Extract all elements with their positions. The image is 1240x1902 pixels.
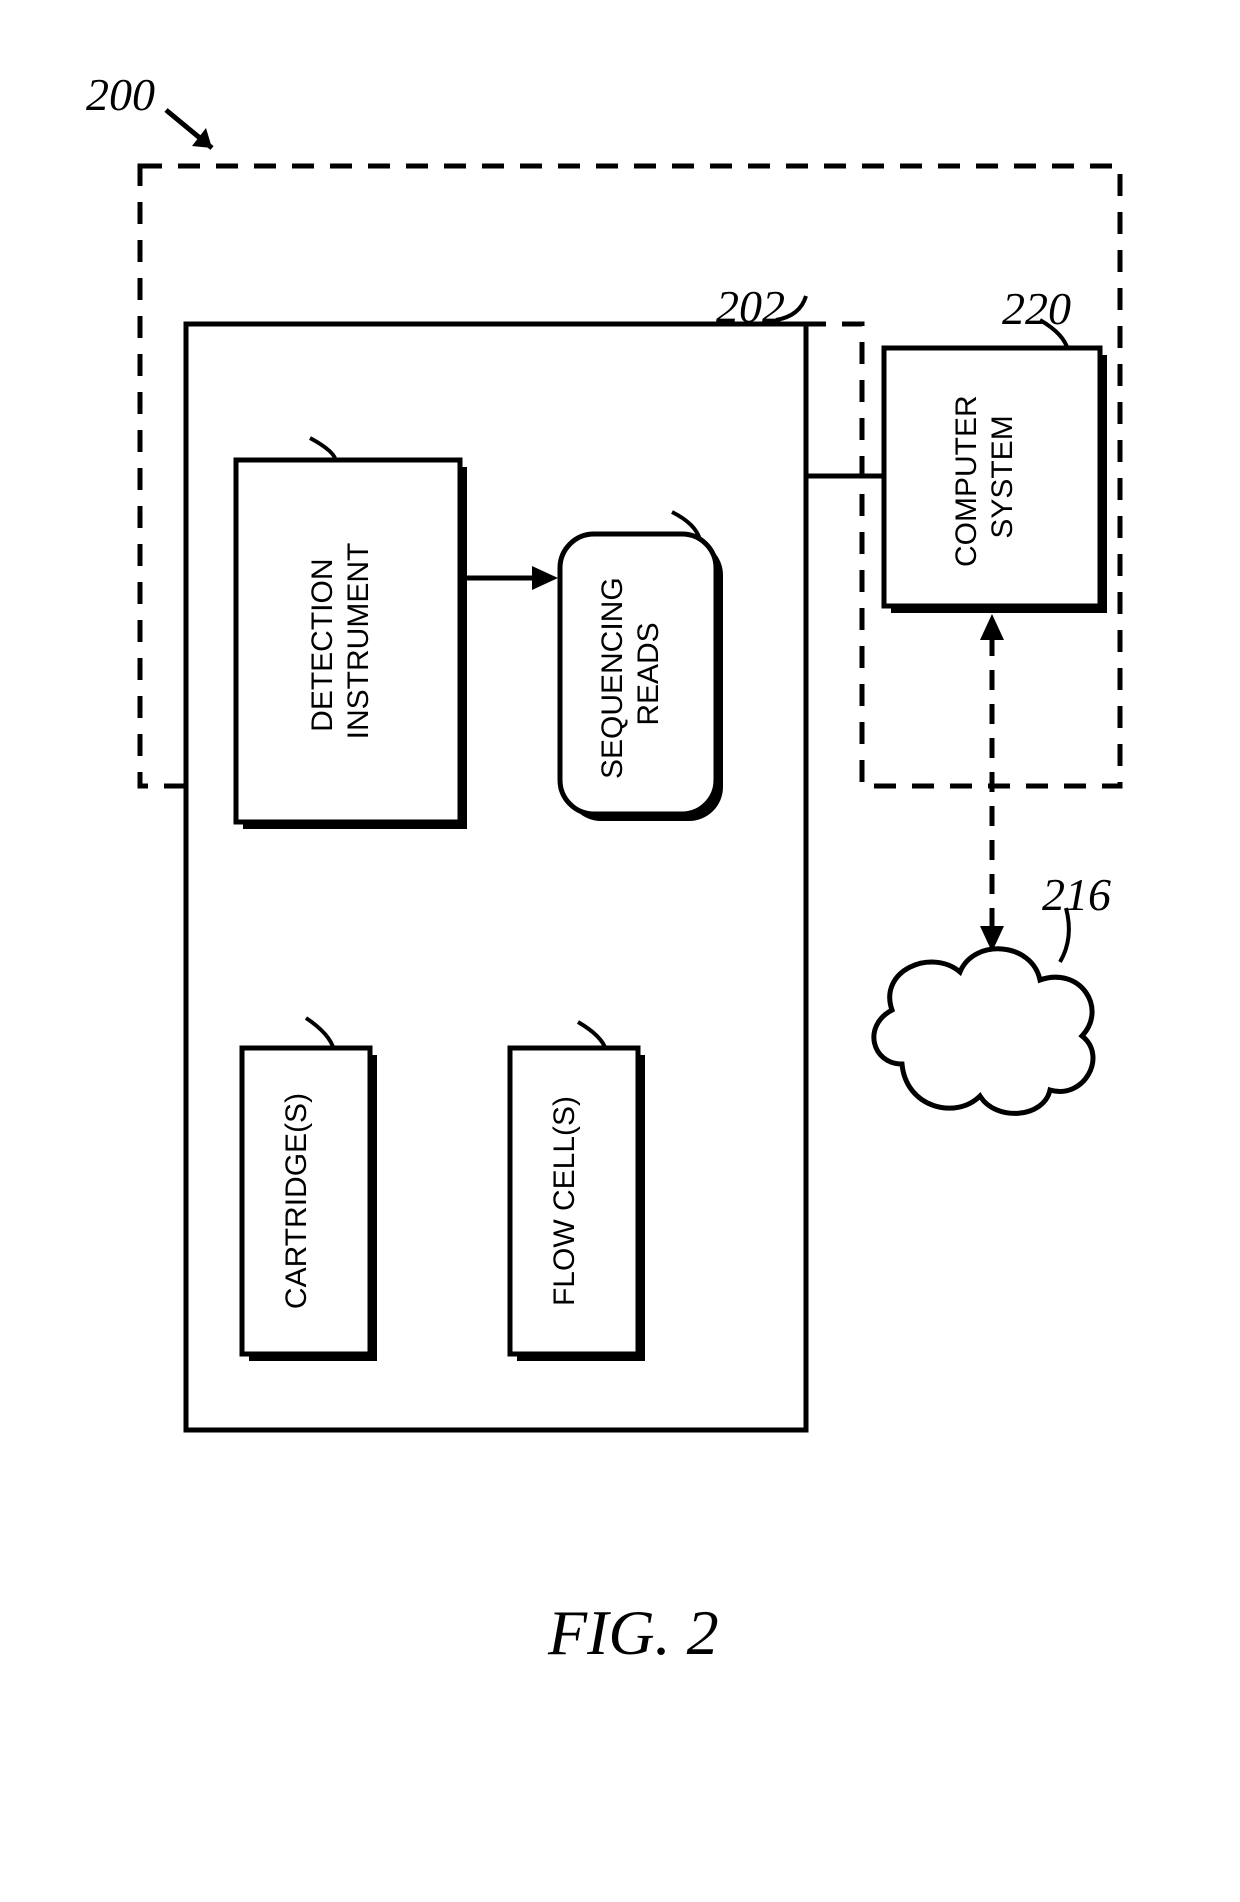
flow-cells-node: FLOW CELL(S) [510,1048,645,1361]
computer-system-node: COMPUTER SYSTEM [884,348,1107,613]
diagram-canvas: 200 202 208 209 220 206 204 216 FIG. 2 D… [0,0,1240,1902]
detection-instrument-label-1: DETECTION [306,559,339,732]
diagram-svg: DETECTION INSTRUMENT SEQUENCING READS C [0,0,1240,1902]
computer-system-label-2: SYSTEM [986,415,1019,538]
detection-instrument-node: DETECTION INSTRUMENT [236,460,467,829]
flow-cells-label: FLOW CELL(S) [548,1096,581,1306]
cartridges-label: CARTRIDGE(S) [280,1093,313,1309]
edge-computer-to-cloud [980,614,1004,952]
ref-216-tick [1060,908,1069,962]
cloud-node [874,949,1093,1114]
ref-200-arrow [166,110,212,148]
ref-202-tick [776,296,806,320]
edge-sequencer-to-computer [806,476,884,674]
computer-system-label-1: COMPUTER [950,395,983,567]
detection-instrument-label-2: INSTRUMENT [342,543,375,740]
sequencing-reads-label-2: READS [632,622,665,725]
cartridges-node: CARTRIDGE(S) [242,1048,377,1361]
sequencing-reads-label-1: SEQUENCING [596,577,629,779]
sequencing-reads-node: SEQUENCING READS [560,534,723,821]
